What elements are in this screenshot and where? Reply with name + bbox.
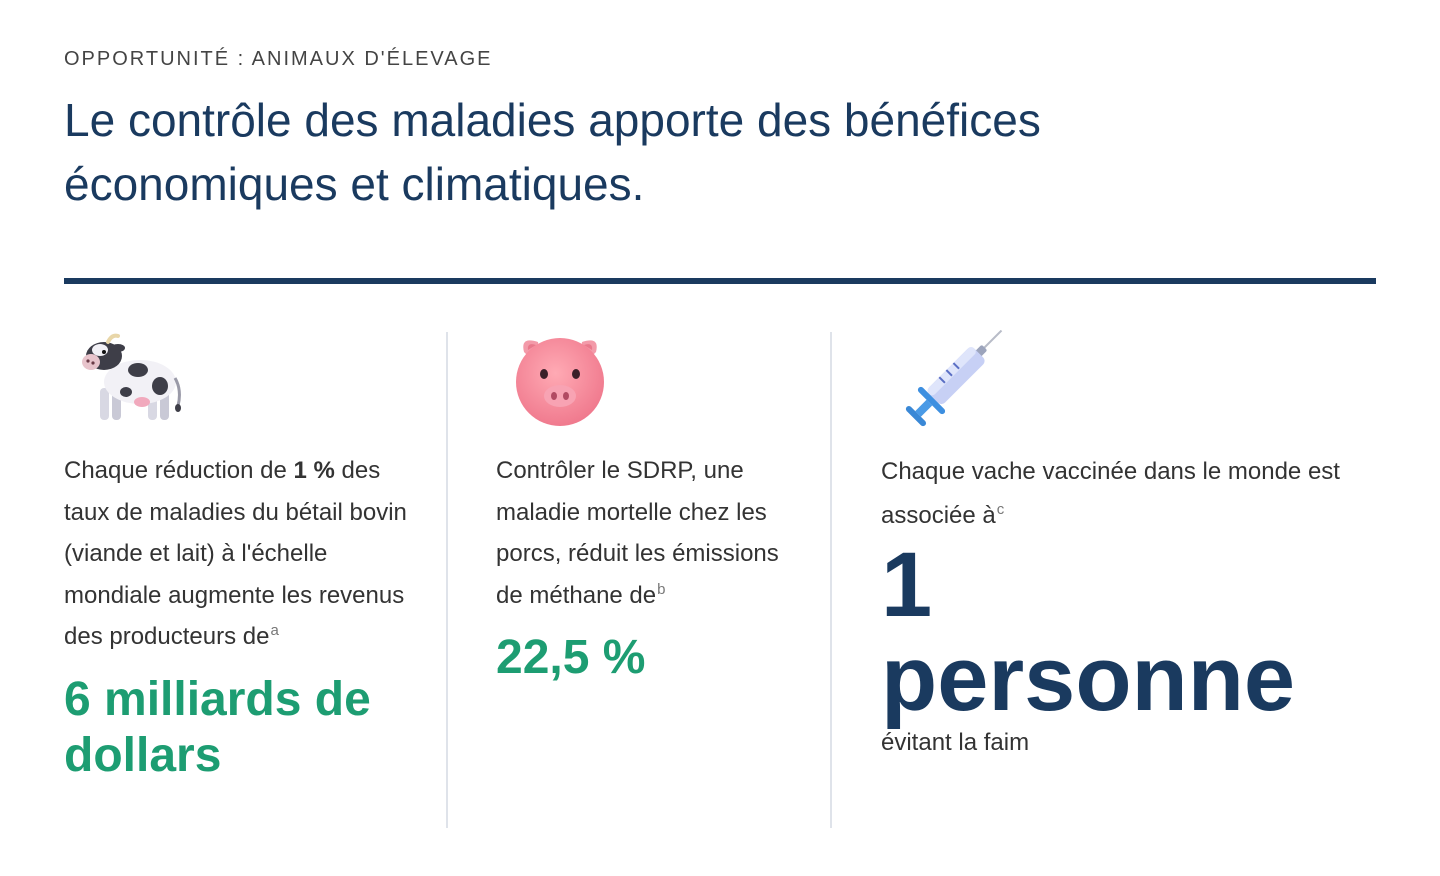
column-divider-2	[830, 332, 832, 828]
cattle-text-before: Chaque réduction de	[64, 457, 294, 484]
stat-column-cattle: Chaque réduction de 1 % des taux de mala…	[64, 330, 414, 784]
column-divider-1	[446, 332, 448, 828]
vaccination-stat-caption: évitant la faim	[881, 729, 1030, 756]
footnote-marker-c: c	[996, 501, 1005, 518]
cattle-description: Chaque réduction de 1 % des taux de mala…	[64, 450, 414, 658]
vaccination-description: Chaque vache vaccinée dans le monde est …	[881, 450, 1351, 538]
syringe-icon	[897, 329, 1007, 430]
pigs-description: Contrôler le SDRP, une maladie mortelle …	[496, 450, 796, 616]
vaccination-stat-number: 1	[881, 534, 933, 636]
vaccination-stat-word: personne	[881, 628, 1296, 730]
cattle-text-bold: 1 %	[293, 457, 335, 484]
footnote-marker-a: a	[270, 622, 279, 639]
stat-column-vaccination: Chaque vache vaccinée dans le monde est …	[881, 329, 1351, 758]
pigs-stat: 22,5 %	[496, 631, 646, 684]
section-rule	[64, 278, 1376, 284]
pig-face-icon	[510, 330, 620, 430]
stat-column-pigs: Contrôler le SDRP, une maladie mortelle …	[496, 330, 796, 686]
cattle-text-after: des taux de maladies du bétail bovin (vi…	[64, 457, 407, 650]
cattle-stat: 6 milliards de dollars	[64, 672, 371, 782]
footnote-marker-b: b	[657, 580, 666, 598]
vaccination-text: Chaque vache vaccinée dans le monde est …	[881, 458, 1340, 529]
headline: Le contrôle des maladies apporte des bén…	[64, 94, 1041, 210]
eyebrow-label: OPPORTUNITÉ : ANIMAUX D'ÉLEVAGE	[64, 48, 493, 70]
cow-icon	[78, 330, 188, 430]
pigs-text: Contrôler le SDRP, une maladie mortelle …	[496, 457, 779, 609]
